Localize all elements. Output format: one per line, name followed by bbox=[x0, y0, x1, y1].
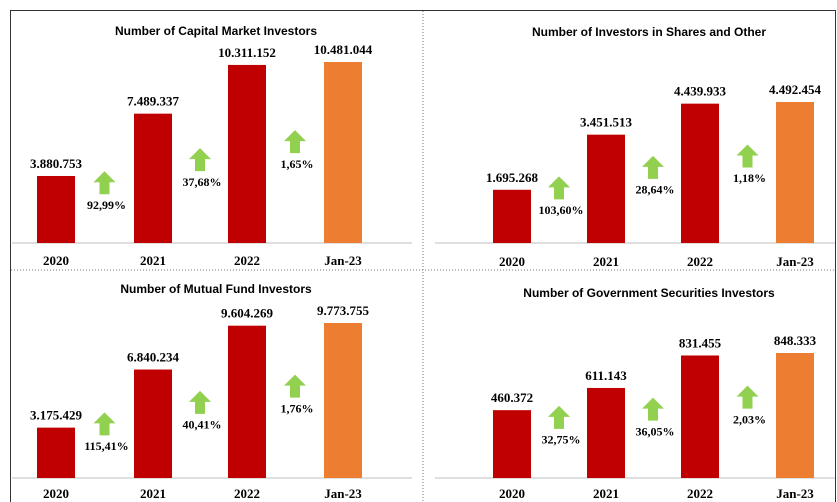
growth-arrow bbox=[736, 385, 759, 409]
growth-label: 32,75% bbox=[542, 433, 581, 447]
bar bbox=[776, 102, 814, 243]
bar bbox=[493, 410, 531, 478]
bar bbox=[37, 427, 75, 478]
growth-label: 40,41% bbox=[183, 418, 222, 432]
x-tick-label: 2021 bbox=[593, 486, 619, 501]
value-label: 4.492.454 bbox=[769, 82, 822, 97]
x-tick-label: 2020 bbox=[43, 486, 69, 501]
growth-arrow bbox=[548, 405, 570, 429]
frame bbox=[10, 10, 836, 502]
growth-label: 36,05% bbox=[636, 424, 675, 438]
x-tick-label: 2020 bbox=[43, 253, 69, 268]
bar bbox=[587, 134, 625, 243]
bar bbox=[228, 325, 266, 478]
growth-arrow bbox=[284, 374, 306, 398]
growth-label: 92,99% bbox=[87, 198, 126, 212]
growth-label: 28,64% bbox=[636, 183, 675, 197]
chart-title: Number of Investors in Shares and Other bbox=[532, 25, 766, 39]
growth-arrow bbox=[284, 130, 306, 154]
growth-label: 1,65% bbox=[281, 157, 314, 171]
bar bbox=[681, 103, 719, 243]
growth-arrow bbox=[548, 176, 570, 200]
x-tick-label: 2022 bbox=[234, 253, 260, 268]
growth-arrow bbox=[642, 397, 664, 421]
bar bbox=[587, 387, 625, 478]
growth-arrow bbox=[189, 390, 211, 414]
growth-label: 1,18% bbox=[733, 171, 766, 185]
value-label: 7.489.337 bbox=[127, 94, 180, 109]
x-tick-label: 2021 bbox=[140, 486, 166, 501]
x-tick-label: 2022 bbox=[687, 254, 713, 269]
value-label: 848.333 bbox=[774, 333, 817, 348]
growth-label: 103,60% bbox=[539, 203, 584, 217]
bar bbox=[681, 355, 719, 478]
bar bbox=[493, 189, 531, 243]
chart-title: Number of Government Securities Investor… bbox=[523, 286, 775, 300]
chart-title: Number of Capital Market Investors bbox=[115, 24, 317, 38]
x-tick-label: Jan-23 bbox=[776, 254, 814, 269]
x-tick-label: 2021 bbox=[593, 254, 619, 269]
bar bbox=[134, 113, 172, 243]
value-label: 1.695.268 bbox=[486, 170, 539, 185]
chart-title: Number of Mutual Fund Investors bbox=[120, 282, 312, 296]
x-tick-label: 2022 bbox=[687, 486, 713, 501]
bar bbox=[228, 64, 266, 243]
growth-label: 1,76% bbox=[281, 401, 314, 415]
value-label: 9.773.755 bbox=[317, 303, 370, 318]
value-label: 3.451.513 bbox=[580, 115, 633, 130]
bar bbox=[324, 62, 362, 243]
bar bbox=[776, 353, 814, 478]
value-label: 10.311.152 bbox=[218, 45, 276, 60]
value-label: 10.481.044 bbox=[314, 42, 373, 57]
x-tick-label: 2020 bbox=[499, 254, 525, 269]
value-label: 9.604.269 bbox=[221, 306, 274, 321]
growth-label: 115,41% bbox=[84, 439, 128, 453]
value-label: 460.372 bbox=[491, 390, 533, 405]
x-tick-label: Jan-23 bbox=[324, 253, 362, 268]
bar bbox=[134, 369, 172, 478]
x-tick-label: 2022 bbox=[234, 486, 260, 501]
bar bbox=[37, 175, 75, 243]
growth-arrow bbox=[642, 155, 664, 179]
x-tick-label: 2020 bbox=[499, 486, 525, 501]
growth-arrow bbox=[189, 148, 211, 172]
value-label: 3.175.429 bbox=[30, 408, 83, 423]
bar bbox=[324, 323, 362, 478]
growth-label: 37,68% bbox=[183, 175, 222, 189]
value-label: 831.455 bbox=[679, 335, 722, 350]
value-label: 611.143 bbox=[585, 368, 627, 383]
value-label: 3.880.753 bbox=[30, 156, 83, 171]
value-label: 4.439.933 bbox=[674, 84, 727, 99]
growth-label: 2,03% bbox=[733, 412, 766, 426]
x-tick-label: Jan-23 bbox=[324, 486, 362, 501]
x-tick-label: 2021 bbox=[140, 253, 166, 268]
growth-arrow bbox=[736, 144, 759, 168]
x-tick-label: Jan-23 bbox=[776, 486, 814, 501]
growth-arrow bbox=[93, 171, 116, 195]
growth-arrow bbox=[93, 412, 116, 436]
value-label: 6.840.234 bbox=[127, 350, 180, 365]
